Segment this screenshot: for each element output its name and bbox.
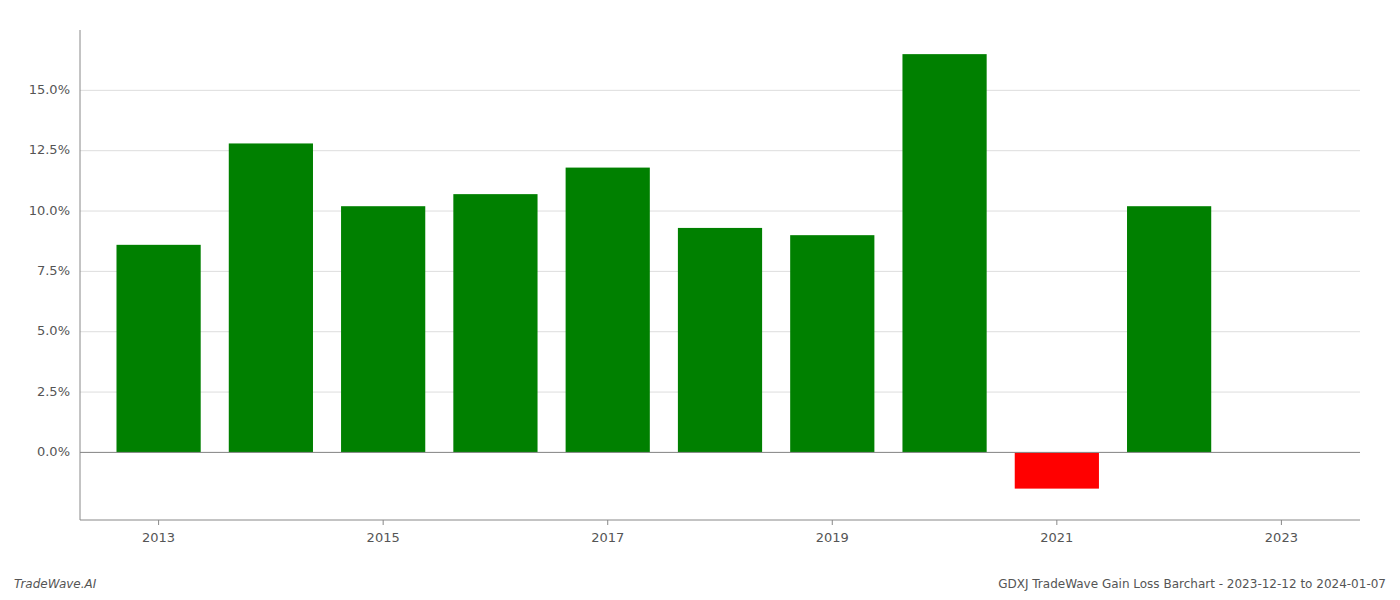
grid-line (80, 452, 1360, 453)
bar (1127, 206, 1211, 452)
y-axis-line (80, 30, 81, 520)
grid-line (80, 90, 1360, 91)
x-tick-label: 2023 (1265, 530, 1298, 545)
x-ticks: 2013 2015 2017 2019 2021 2023 (142, 520, 1298, 545)
bar (678, 228, 762, 452)
y-tick-label: 12.5% (29, 142, 70, 157)
x-tick (158, 520, 159, 525)
y-tick-label: 15.0% (29, 82, 70, 97)
x-tick-label: 2013 (142, 530, 175, 545)
y-tick-labels: 0.0% 2.5% 5.0% 7.5% 10.0% 12.5% 15.0% (29, 82, 70, 459)
y-tick-label: 7.5% (37, 263, 70, 278)
bar (1015, 452, 1099, 488)
x-axis-line (80, 520, 1360, 521)
chart-svg: 0.0%2.5%5.0%7.5%10.0%12.5%15.0%201320152… (0, 0, 1400, 600)
bar (341, 206, 425, 452)
x-tick-label: 2017 (591, 530, 624, 545)
y-tick-label: 0.0% (37, 444, 70, 459)
chart-title: GDXJ TradeWave Gain Loss Barchart - 2023… (998, 577, 1386, 591)
x-tick (1281, 520, 1282, 525)
x-tick-label: 2015 (367, 530, 400, 545)
bar (229, 143, 313, 452)
x-tick (383, 520, 384, 525)
y-grid (80, 90, 1360, 452)
bar (116, 245, 200, 453)
y-tick-label: 2.5% (37, 384, 70, 399)
zero-line (80, 452, 1360, 453)
chart-container: 0.0%2.5%5.0%7.5%10.0%12.5%15.0%201320152… (0, 0, 1400, 600)
bar (566, 168, 650, 453)
footer-annotation: TradeWave.AI (14, 577, 97, 591)
x-tick-label: 2019 (816, 530, 849, 545)
x-tick-label: 2021 (1040, 530, 1073, 545)
bar (902, 54, 986, 452)
y-tick-label: 5.0% (37, 323, 70, 338)
bar (790, 235, 874, 452)
bar (453, 194, 537, 452)
bars (116, 54, 1211, 488)
y-tick-label: 10.0% (29, 203, 70, 218)
x-tick (832, 520, 833, 525)
x-tick (607, 520, 608, 525)
x-tick (1056, 520, 1057, 525)
